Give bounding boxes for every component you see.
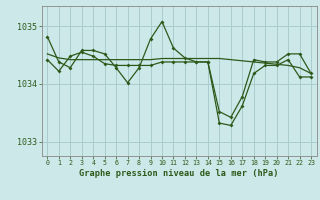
X-axis label: Graphe pression niveau de la mer (hPa): Graphe pression niveau de la mer (hPa) (79, 169, 279, 178)
